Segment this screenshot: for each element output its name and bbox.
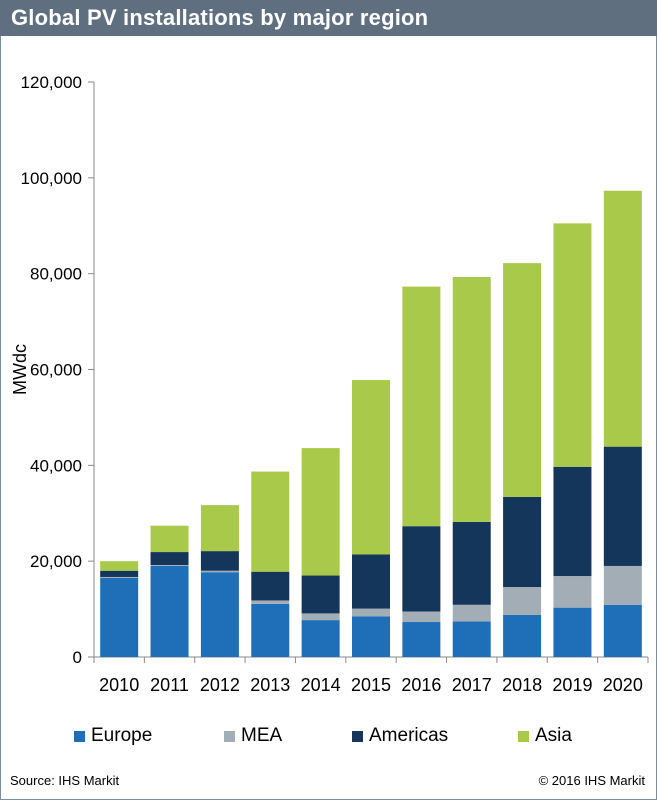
bar-europe-2012 (200, 572, 239, 657)
chart-title: Global PV installations by major region (11, 5, 429, 30)
bar-mea-2014 (301, 613, 340, 621)
bar-americas-2016 (402, 526, 441, 612)
bar-asia-2019 (553, 223, 592, 467)
bar-asia-2015 (352, 380, 390, 555)
bar-asia-2012 (200, 505, 239, 552)
bar-mea-2013 (251, 600, 290, 604)
bar-asia-2017 (452, 277, 491, 522)
bar-europe-2015 (352, 616, 390, 657)
bar-europe-2017 (452, 621, 491, 657)
bar-americas-2014 (301, 575, 340, 614)
legend: Europe MEA Americas Asia (0, 725, 657, 749)
legend-swatch (518, 730, 529, 742)
y-tick-label: 40,000 (30, 456, 82, 475)
bar-europe-2011 (150, 565, 189, 657)
bar-americas-2015 (352, 554, 390, 609)
bar-asia-2011 (150, 525, 189, 553)
bar-asia-2013 (251, 471, 290, 572)
bar-europe-2010 (100, 577, 139, 657)
y-tick-label: 20,000 (30, 552, 82, 571)
x-tick-label: 2015 (351, 675, 391, 695)
bar-mea-2012 (200, 570, 239, 573)
bar-americas-2018 (503, 496, 542, 588)
x-tick-label: 2017 (452, 675, 492, 695)
x-tick-label: 2013 (250, 675, 290, 695)
x-tick-label: 2020 (603, 675, 643, 695)
bar-americas-2020 (603, 446, 642, 566)
bar-americas-2012 (200, 551, 239, 571)
x-tick-label: 2016 (401, 675, 441, 695)
y-tick-label: 100,000 (21, 169, 82, 188)
bar-asia-2020 (603, 190, 642, 447)
legend-swatch (74, 730, 85, 742)
y-tick-label: 120,000 (21, 73, 82, 92)
bar-europe-2019 (553, 607, 592, 657)
bar-americas-2013 (251, 571, 290, 601)
bar-americas-2011 (150, 552, 189, 565)
bar-americas-2019 (553, 466, 592, 577)
y-tick-label: 80,000 (30, 265, 82, 284)
bar-mea-2010 (100, 576, 139, 578)
x-tick-label: 2018 (502, 675, 542, 695)
bar-europe-2018 (503, 614, 542, 657)
bar-europe-2016 (402, 622, 441, 657)
bar-mea-2018 (503, 587, 542, 615)
legend-item-americas: Americas (352, 725, 448, 747)
bar-mea-2015 (352, 608, 390, 617)
bar-europe-2013 (251, 603, 290, 657)
legend-label: Asia (535, 725, 572, 746)
bar-mea-2020 (603, 565, 642, 605)
bar-asia-2014 (301, 448, 340, 576)
legend-swatch (352, 730, 363, 742)
x-tick-label: 2014 (301, 675, 341, 695)
bar-mea-2016 (402, 611, 441, 623)
stacked-bar-chart: 0 20,000 40,000 60,000 80,000 100,000 120,000 M… (10, 73, 649, 695)
x-tick-label: 2011 (150, 675, 189, 695)
x-tick-label: 2012 (200, 675, 240, 695)
copyright-note: © 2016 IHS Markit (538, 773, 645, 788)
legend-item-mea: MEA (224, 725, 282, 747)
legend-label: Europe (91, 725, 153, 746)
bar-americas-2017 (452, 521, 491, 605)
source-note: Source: IHS Markit (10, 773, 120, 788)
y-axis-title: MWdc (10, 344, 30, 395)
bar-europe-2014 (301, 620, 340, 657)
x-tick-label: 2010 (99, 675, 139, 695)
y-tick-label: 0 (73, 648, 82, 667)
bar-americas-2010 (100, 570, 139, 577)
bar-mea-2011 (150, 565, 189, 566)
bar-asia-2010 (100, 561, 139, 571)
legend-label: MEA (241, 725, 283, 746)
bar-asia-2016 (402, 286, 441, 527)
bar-mea-2017 (452, 604, 491, 622)
bar-europe-2020 (603, 604, 642, 657)
bar-asia-2018 (503, 263, 542, 497)
x-tick-label: 2019 (552, 675, 592, 695)
legend-item-asia: Asia (518, 725, 572, 747)
bar-mea-2019 (553, 576, 592, 608)
legend-label: Americas (369, 725, 449, 746)
legend-swatch (224, 730, 235, 742)
y-tick-label: 60,000 (30, 361, 82, 380)
legend-item-europe: Europe (74, 725, 152, 747)
title-bar: Global PV installations by major region (0, 0, 657, 36)
